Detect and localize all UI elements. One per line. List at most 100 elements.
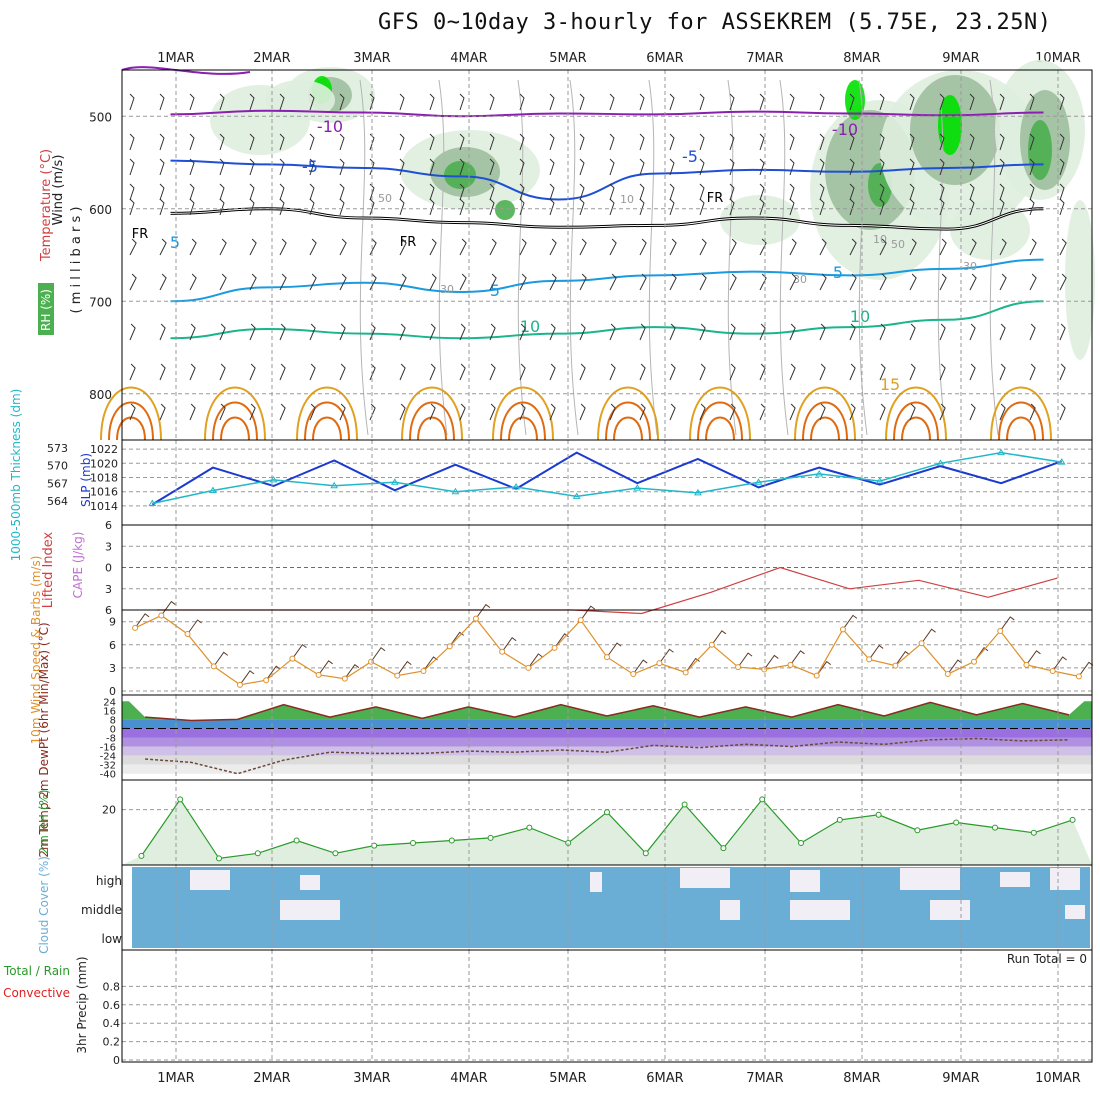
thickness-marker bbox=[330, 481, 339, 489]
wind10m-marker bbox=[630, 671, 637, 678]
wind-barb bbox=[969, 158, 975, 176]
wind-barb bbox=[1059, 273, 1067, 291]
rh2m-marker bbox=[875, 811, 882, 818]
wind-barb bbox=[579, 273, 587, 291]
wind-barb bbox=[579, 158, 585, 176]
wind-barb bbox=[669, 133, 675, 151]
warm-contour bbox=[108, 401, 154, 441]
temperature-band bbox=[122, 737, 1092, 747]
wind-barb bbox=[789, 238, 797, 256]
wind-barb bbox=[519, 273, 527, 291]
wind-barb bbox=[339, 93, 345, 111]
wind-barb bbox=[879, 133, 885, 151]
wind-barb bbox=[609, 363, 616, 381]
surface-wind-barb bbox=[790, 650, 805, 666]
warm-contour bbox=[885, 386, 947, 441]
warm-contour bbox=[605, 401, 651, 441]
warm-contour bbox=[492, 386, 554, 441]
wind-barb bbox=[399, 198, 405, 216]
rh2m-marker bbox=[216, 855, 222, 862]
wind-barb bbox=[939, 158, 945, 176]
warm-contour bbox=[1006, 416, 1036, 441]
wind-barb bbox=[999, 323, 1006, 341]
cloud-gap bbox=[790, 870, 820, 892]
rh-contour bbox=[779, 79, 789, 436]
wind-barb bbox=[759, 363, 766, 381]
wind-barb bbox=[639, 183, 645, 201]
wind-barb bbox=[819, 323, 826, 341]
wind-barb bbox=[789, 158, 795, 176]
wind-barb bbox=[489, 158, 495, 176]
wind-barb bbox=[999, 273, 1007, 291]
warm-contour bbox=[409, 401, 455, 441]
temp-contour-10 bbox=[170, 300, 1044, 340]
wind-barb bbox=[699, 403, 706, 421]
surface-wind-barb bbox=[134, 613, 150, 629]
warm-contour bbox=[100, 386, 162, 441]
surface-wind-barb bbox=[894, 650, 910, 666]
wind10m-marker bbox=[604, 654, 610, 661]
bottom-date-label: 6MAR bbox=[646, 1071, 683, 1086]
wind10m-axis-label: 10m Wind Speed & Barbs (m/s) bbox=[29, 556, 43, 745]
bottom-date-label: 10MAR bbox=[1035, 1071, 1081, 1086]
wind-barb bbox=[1059, 158, 1065, 176]
wind-barb bbox=[549, 183, 555, 201]
wind-barb bbox=[819, 403, 826, 421]
wind-barb bbox=[339, 198, 345, 216]
wind-barb bbox=[999, 198, 1005, 216]
warm-contour bbox=[417, 416, 447, 441]
warm-contour bbox=[312, 416, 342, 441]
wind-barb bbox=[639, 93, 645, 111]
wind-barb bbox=[909, 363, 916, 381]
wind-barb bbox=[789, 93, 795, 111]
surface-wind-barb bbox=[1052, 656, 1067, 672]
lifted-index-axis-label: Lifted Index bbox=[41, 531, 56, 608]
rh2m-marker bbox=[526, 824, 533, 831]
rh2m-marker bbox=[487, 834, 494, 841]
wind-barb bbox=[219, 363, 226, 381]
contour-label: 5 bbox=[833, 263, 843, 282]
surface-wind-barb bbox=[947, 659, 963, 675]
top-date-label: 6MAR bbox=[646, 51, 683, 66]
cloud-gap bbox=[720, 900, 740, 920]
wind-barb bbox=[879, 323, 886, 341]
thickness-marker bbox=[997, 448, 1005, 456]
wind-barb bbox=[939, 363, 946, 381]
surface-wind-barb bbox=[318, 660, 333, 676]
warm-contour bbox=[794, 386, 856, 441]
wind-barb bbox=[309, 183, 315, 201]
wind-barb bbox=[669, 158, 675, 176]
wind-barb bbox=[1029, 93, 1035, 111]
wind-barb bbox=[189, 133, 195, 151]
surface-wind-barb bbox=[816, 660, 832, 676]
wind10m-marker bbox=[971, 658, 978, 665]
precip-tick-label: 0.6 bbox=[103, 999, 121, 1012]
wind-barb bbox=[879, 158, 885, 176]
wind-barb bbox=[699, 158, 705, 176]
warm-contour bbox=[802, 401, 848, 441]
wind-barb bbox=[309, 323, 316, 341]
freezing-contour-inner bbox=[170, 208, 1044, 230]
wind-barb bbox=[999, 363, 1006, 381]
wind-barb bbox=[669, 403, 676, 421]
wind-barb bbox=[189, 363, 196, 381]
wind-barb bbox=[729, 323, 736, 341]
wind-barb bbox=[639, 323, 646, 341]
wind-barb bbox=[789, 323, 796, 341]
precip-tick-label: 0.4 bbox=[103, 1017, 121, 1030]
wind-barb bbox=[939, 323, 946, 341]
surface-wind-barb bbox=[632, 659, 648, 675]
wind-barb bbox=[519, 158, 525, 176]
temperature-band bbox=[122, 755, 1092, 765]
thickness-marker bbox=[269, 475, 278, 483]
wind-barb bbox=[549, 133, 555, 151]
li-tick-label: 3 bbox=[105, 583, 112, 596]
rh2m-marker bbox=[604, 809, 610, 816]
wind10m-marker bbox=[158, 612, 165, 619]
wind-barb bbox=[819, 93, 825, 111]
wind-barb bbox=[279, 323, 286, 341]
wind-barb bbox=[189, 323, 196, 341]
warm-contour bbox=[296, 386, 358, 441]
wind-barb bbox=[969, 183, 975, 201]
rh-contour bbox=[569, 79, 579, 436]
